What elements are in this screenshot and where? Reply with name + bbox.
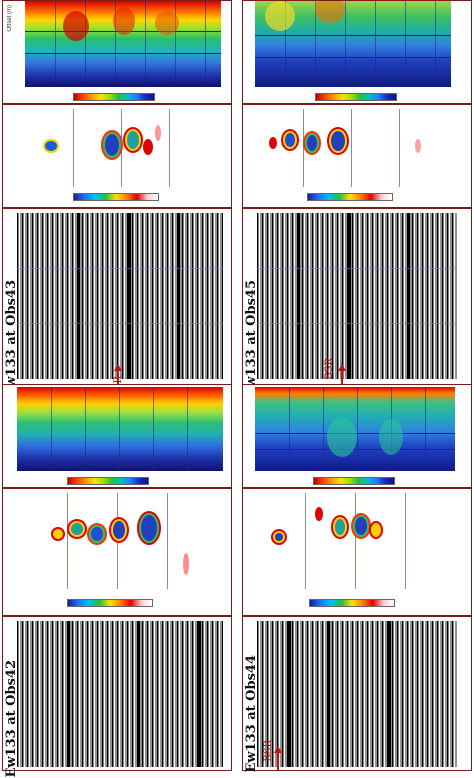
obs45-caption: Ew133 at Obs45 <box>244 280 259 398</box>
obs43-cmp-gather-panel <box>2 208 232 388</box>
rparameter-colorbar <box>307 193 393 201</box>
reflection-angle-plot <box>25 1 221 87</box>
bsr-label: BSR <box>263 740 274 762</box>
obs44-rparameter-panel <box>242 488 472 616</box>
reflection-angle-colorbar <box>73 93 155 101</box>
rparameter-colorbar <box>309 599 395 607</box>
bsr-arrow <box>114 364 122 388</box>
cmp-seismic-gather <box>17 213 223 379</box>
obs45-cmp-gather-panel <box>242 208 472 388</box>
reflection-angle-colorbar <box>313 477 395 485</box>
obs42-reflection-angle-panel <box>2 384 232 488</box>
obs42-rparameter-panel <box>2 488 232 616</box>
rparameter-colorbar <box>67 599 153 607</box>
reflection-angle-colorbar <box>67 477 149 485</box>
cmp-seismic-gather <box>257 213 457 379</box>
obs45-reflection-angle-panel <box>242 0 472 104</box>
obs44-caption: Ew133 at Obs44 <box>244 655 259 773</box>
reflection-angle-plot <box>255 1 451 87</box>
rparameter-scan-plot <box>255 493 455 589</box>
depth-axis-label: Offset (m) <box>7 5 13 32</box>
obs45-rparameter-panel <box>242 104 472 208</box>
rparameter-colorbar <box>73 193 159 201</box>
bsr-arrow <box>338 364 346 388</box>
obs44-reflection-angle-panel <box>242 384 472 488</box>
reflection-angle-plot <box>255 387 455 471</box>
rparameter-scan-plot <box>255 109 451 187</box>
rparameter-scan-plot <box>25 109 221 187</box>
rparameter-scan-plot <box>17 493 223 589</box>
cmp-seismic-gather <box>17 621 223 767</box>
reflection-angle-plot <box>17 387 223 471</box>
obs42-caption: Ew133 at Obs42 <box>4 660 19 778</box>
reflection-angle-colorbar <box>315 93 397 101</box>
cmp-seismic-gather <box>257 621 457 767</box>
obs42-cmp-gather-panel <box>2 616 232 771</box>
obs43-reflection-angle-panel: Offset (m) <box>2 0 232 104</box>
obs43-caption: Ew133 at Obs43 <box>4 280 19 398</box>
bsr-arrow <box>274 746 282 770</box>
obs43-rparameter-panel <box>2 104 232 208</box>
bsr-label: BSR <box>324 358 335 380</box>
